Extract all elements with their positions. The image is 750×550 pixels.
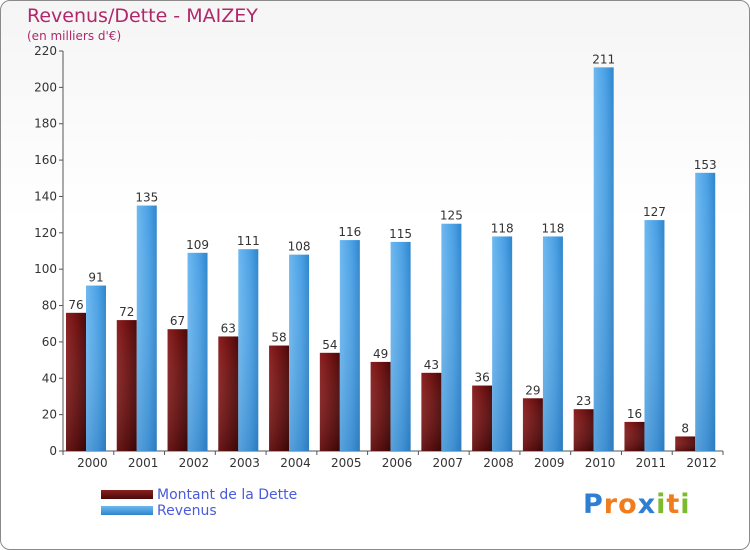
legend-label-revenus: Revenus: [157, 503, 217, 519]
x-tick-label: 2000: [77, 456, 108, 470]
data-label-dette: 36: [475, 371, 490, 385]
data-label-revenus: 211: [592, 52, 615, 66]
y-tick-label: 60: [42, 335, 57, 349]
data-label-dette: 63: [221, 321, 236, 335]
y-tick-label: 180: [34, 117, 57, 131]
legend-label-dette: Montant de la Dette: [157, 487, 298, 503]
bar-shade-revenus: [593, 67, 614, 451]
legend-item-dette: Montant de la Dette: [101, 487, 297, 503]
bar-shade-revenus: [390, 241, 411, 451]
x-tick-label: 2006: [382, 456, 413, 470]
x-tick-label: 2003: [229, 456, 260, 470]
bar-shade-revenus: [238, 249, 259, 451]
bar-shade-revenus: [187, 252, 208, 451]
chart-subtitle: (en milliers d'€): [27, 29, 122, 43]
bar-shade-dette: [421, 372, 442, 451]
y-tick-label: 0: [49, 444, 57, 458]
bar-shade-dette: [269, 345, 290, 451]
x-tick-label: 2005: [331, 456, 362, 470]
bar-shade-dette: [66, 312, 86, 451]
data-label-dette: 72: [119, 305, 134, 319]
logo-letter: o: [618, 489, 638, 520]
data-label-dette: 23: [576, 394, 591, 408]
chart-legend: Montant de la Dette Revenus: [101, 487, 297, 519]
bar-shade-revenus: [339, 240, 360, 451]
bar-shade-dette: [116, 320, 137, 451]
bar-shade-dette: [167, 329, 188, 451]
data-label-revenus: 153: [694, 158, 717, 172]
y-tick-label: 100: [34, 262, 57, 276]
x-tick-label: 2012: [686, 456, 717, 470]
data-label-dette: 58: [271, 331, 286, 345]
bar-shade-dette: [370, 361, 391, 451]
bar-shade-revenus: [289, 254, 310, 451]
x-tick-label: 2009: [534, 456, 565, 470]
logo-letter: P: [583, 489, 604, 520]
logo-letter: r: [603, 489, 619, 520]
x-tick-label: 2008: [483, 456, 514, 470]
data-label-dette: 67: [170, 314, 185, 328]
data-label-dette: 76: [68, 298, 83, 312]
x-tick-label: 2011: [636, 456, 667, 470]
y-tick-label: 140: [34, 189, 57, 203]
bar-shade-dette: [319, 352, 340, 451]
bar-shade-revenus: [86, 285, 106, 451]
bar-shade-dette: [218, 336, 239, 451]
logo-letter: i: [656, 489, 667, 520]
chart-title: Revenus/Dette - MAIZEY: [27, 5, 258, 27]
data-label-dette: 16: [627, 407, 642, 421]
data-label-revenus: 111: [237, 234, 260, 248]
data-label-revenus: 127: [643, 205, 666, 219]
legend-item-revenus: Revenus: [101, 503, 297, 519]
bar-shade-dette: [573, 409, 594, 451]
x-tick-label: 2002: [179, 456, 210, 470]
bar-shade-dette: [675, 436, 696, 451]
y-tick-label: 40: [42, 371, 57, 385]
data-label-revenus: 109: [186, 238, 209, 252]
y-tick-label: 220: [34, 44, 57, 58]
bar-shade-revenus: [695, 172, 716, 451]
data-label-revenus: 135: [135, 191, 158, 205]
x-tick-label: 2004: [280, 456, 311, 470]
x-tick-label: 2010: [585, 456, 616, 470]
data-label-revenus: 118: [491, 221, 514, 235]
bar-shade-dette: [522, 398, 543, 451]
data-label-dette: 8: [681, 421, 689, 435]
data-label-dette: 29: [525, 383, 540, 397]
data-label-revenus: 91: [88, 271, 103, 285]
y-tick-label: 160: [34, 153, 57, 167]
logo-letter: x: [637, 489, 657, 520]
logo-letter: t: [666, 489, 681, 520]
logo-letter: i: [680, 489, 691, 520]
legend-swatch-revenus: [101, 506, 153, 515]
data-label-revenus: 115: [389, 227, 412, 241]
y-tick-label: 80: [42, 299, 57, 313]
legend-swatch-dette: [101, 490, 153, 499]
data-label-dette: 49: [373, 347, 388, 361]
bar-shade-revenus: [136, 205, 157, 451]
bar-shade-revenus: [644, 220, 665, 451]
data-label-revenus: 108: [288, 240, 311, 254]
data-label-revenus: 125: [440, 209, 463, 223]
data-label-revenus: 118: [541, 221, 564, 235]
data-label-dette: 54: [322, 338, 337, 352]
bar-shade-dette: [624, 421, 645, 451]
x-tick-label: 2001: [128, 456, 159, 470]
bar-shade-revenus: [441, 223, 462, 451]
x-tick-label: 2007: [432, 456, 463, 470]
data-label-revenus: 116: [338, 225, 361, 239]
proxiti-logo: Proxiti: [583, 489, 691, 520]
y-tick-label: 200: [34, 80, 57, 94]
bar-shade-revenus: [492, 236, 513, 451]
bar-shade-revenus: [542, 236, 563, 451]
y-tick-label: 120: [34, 226, 57, 240]
bar-shade-dette: [472, 385, 493, 451]
y-tick-label: 20: [42, 408, 57, 422]
data-label-dette: 43: [424, 358, 439, 372]
